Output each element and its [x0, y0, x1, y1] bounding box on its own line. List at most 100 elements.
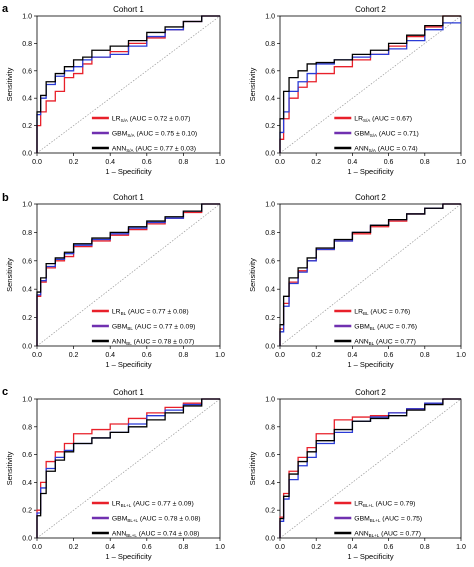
legend-model-name: ANN	[112, 146, 126, 153]
plot-title: Cohort 2	[355, 388, 386, 397]
x-tick-label: 1.0	[456, 352, 466, 359]
x-tick-label: 0.8	[420, 544, 430, 551]
legend-auc: (AUC = 0.67)	[370, 116, 412, 123]
legend-auc: (AUC = 0.77)	[379, 531, 421, 538]
y-tick-label: 0.0	[265, 344, 275, 351]
legend-auc: (AUC = 0.77 ± 0.09)	[131, 501, 193, 508]
x-tick-label: 0.8	[179, 352, 189, 359]
y-tick-label: 0.0	[265, 151, 275, 158]
y-tick-label: 0.8	[22, 424, 32, 431]
legend-model-name: LR	[112, 116, 121, 123]
chance-diagonal	[279, 203, 462, 347]
legend-label-lr: LRBL (AUC = 0.76)	[354, 309, 410, 317]
y-axis-label: Sensitivity	[248, 451, 257, 485]
x-tick-label: 0.0	[32, 544, 42, 551]
chance-diagonal	[279, 15, 462, 154]
plot-title: Cohort 1	[113, 388, 144, 397]
y-tick-label: 0.4	[22, 96, 32, 103]
legend-label-gbm: GBMS/A (AUC = 0.75 ± 0.10)	[112, 131, 197, 139]
legend-model-subscript: BL	[370, 326, 376, 331]
x-axis-label: 1 – Specificity	[105, 167, 152, 176]
roc-curve-ann	[279, 203, 461, 346]
legend-model-name: ANN	[112, 339, 126, 346]
plot-frame	[279, 15, 462, 154]
legend-model-subscript: BL+L	[126, 533, 137, 538]
roc-panel-b-1: Cohort 1 0.0 0.2 0.4 0.6 0.8 1.0 0.0 0.2 0.4 0.6 0.…	[5, 193, 225, 369]
x-tick-label: 0.0	[275, 159, 285, 166]
legend-model-subscript: BL+L	[369, 533, 380, 538]
x-tick-label: 0.8	[420, 159, 430, 166]
legend-label-ann: ANNBL (AUC = 0.78 ± 0.07)	[112, 339, 194, 347]
legend-model-subscript: S/A	[370, 133, 377, 138]
legend-label-gbm: GBMBL+L (AUC = 0.75)	[354, 516, 422, 524]
y-axis-label: Sensitivity	[5, 258, 14, 292]
x-tick-label: 0.2	[69, 544, 79, 551]
y-tick-label: 1.0	[265, 397, 275, 404]
x-tick-label: 0.2	[311, 544, 321, 551]
plot-frame	[36, 203, 221, 347]
y-axis-label: Sensitivity	[248, 67, 257, 101]
legend-model-name: GBM	[354, 324, 370, 331]
x-tick-label: 1.0	[215, 159, 225, 166]
x-tick-label: 0.6	[142, 544, 152, 551]
legend-auc: (AUC = 0.77 ± 0.09)	[133, 324, 195, 331]
y-axis-label: Sensitivity	[5, 67, 14, 101]
roc-curve-ann	[36, 15, 220, 153]
roc-panel-b-2: Cohort 2 0.0 0.2 0.4 0.6 0.8 1.0 0.0 0.2 0.4 0.6 0.…	[248, 193, 466, 369]
legend-model-name: LR	[112, 501, 121, 508]
x-axis-label: 1 – Specificity	[347, 167, 394, 176]
x-tick-label: 0.8	[179, 544, 189, 551]
y-tick-label: 0.0	[22, 344, 32, 351]
y-axis-label: Sensitivity	[5, 451, 14, 485]
x-tick-label: 0.8	[420, 352, 430, 359]
y-tick-label: 0.6	[22, 258, 32, 265]
y-tick-label: 0.8	[22, 41, 32, 48]
legend-auc: (AUC = 0.78 ± 0.08)	[138, 516, 200, 523]
y-tick-label: 1.0	[22, 202, 32, 209]
legend-model-name: GBM	[354, 131, 370, 138]
legend-model-name: ANN	[354, 339, 368, 346]
x-tick-label: 0.2	[69, 352, 79, 359]
legend-auc: (AUC = 0.76)	[375, 324, 417, 331]
x-tick-label: 0.0	[32, 159, 42, 166]
roc-panel-a-2: Cohort 2 0.0 0.2 0.4 0.6 0.8 1.0 0.0 0.2 0.4 0.6 0.…	[248, 5, 466, 176]
legend-label-gbm: GBMBL+L (AUC = 0.78 ± 0.08)	[112, 516, 201, 524]
legend-model-subscript: S/A	[369, 148, 376, 153]
y-tick-label: 0.0	[22, 151, 32, 158]
legend-auc: (AUC = 0.77)	[374, 339, 416, 346]
legend-model-subscript: BL+L	[121, 503, 132, 508]
y-axis-label: Sensitivity	[248, 258, 257, 292]
x-tick-label: 0.4	[348, 544, 358, 551]
x-tick-label: 0.4	[105, 544, 115, 551]
y-tick-label: 0.4	[265, 287, 275, 294]
legend-label-gbm: GBMBL (AUC = 0.76)	[354, 324, 417, 332]
panel-letter-c: c	[2, 386, 8, 398]
x-tick-label: 1.0	[456, 544, 466, 551]
legend-auc: (AUC = 0.78 ± 0.07)	[132, 339, 194, 346]
y-tick-label: 0.0	[22, 536, 32, 543]
legend-model-subscript: S/A	[121, 118, 128, 123]
legend-model-name: LR	[112, 309, 121, 316]
y-tick-label: 0.8	[265, 230, 275, 237]
legend-auc: (AUC = 0.75)	[380, 516, 422, 523]
legend-model-name: LR	[354, 501, 363, 508]
legend-label-lr: LRBL (AUC = 0.77 ± 0.08)	[112, 309, 189, 317]
legend-model-subscript: BL	[363, 311, 369, 316]
legend-model-name: ANN	[354, 146, 368, 153]
roc-curve-ann	[36, 398, 220, 538]
legend-model-name: GBM	[112, 131, 128, 138]
legend-label-ann: ANNS/A (AUC = 0.74)	[354, 146, 417, 154]
x-tick-label: 0.2	[311, 159, 321, 166]
x-axis-label: 1 – Specificity	[347, 360, 394, 369]
legend-label-ann: ANNBL+L (AUC = 0.77)	[354, 531, 421, 539]
y-tick-label: 0.2	[22, 123, 32, 130]
y-tick-label: 1.0	[22, 14, 32, 21]
chance-diagonal	[36, 15, 221, 154]
x-tick-label: 0.6	[142, 352, 152, 359]
plot-title: Cohort 1	[113, 193, 144, 202]
legend-label-gbm: GBMBL (AUC = 0.77 ± 0.09)	[112, 324, 195, 332]
y-tick-label: 0.2	[265, 508, 275, 515]
chance-diagonal	[36, 398, 221, 539]
x-tick-label: 0.6	[384, 544, 394, 551]
